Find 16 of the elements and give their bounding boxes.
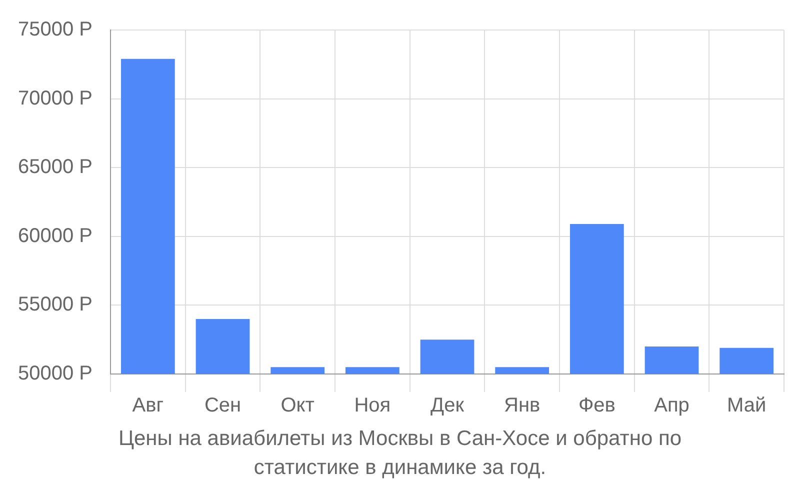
x-tick-label: Сен <box>204 394 242 417</box>
x-tick-label: Апр <box>654 394 690 417</box>
text: Цены на авиабилеты из Москвы в Сан-Хосе и обратно по статистике в динамике за год. <box>117 426 683 481</box>
y-tick-label: 50000 Р <box>18 362 93 385</box>
x-tick-label: Ноя <box>354 394 391 417</box>
x-tick-label: Янв <box>504 394 540 417</box>
y-tick-label: 65000 Р <box>18 156 93 178</box>
y-tick-label: 60000 Р <box>18 224 93 247</box>
y-tick-label: 70000 Р <box>18 87 93 110</box>
x-tick-label: Фев <box>578 394 616 417</box>
x-tick-label: Окт <box>280 394 314 417</box>
y-tick-label: 55000 Р <box>18 294 93 316</box>
x-tick-label: Май <box>726 394 766 417</box>
y-tick-label: 75000 Р <box>18 18 93 41</box>
x-tick-label: Дек <box>430 394 464 417</box>
x-tick-label: Авг <box>132 394 164 417</box>
